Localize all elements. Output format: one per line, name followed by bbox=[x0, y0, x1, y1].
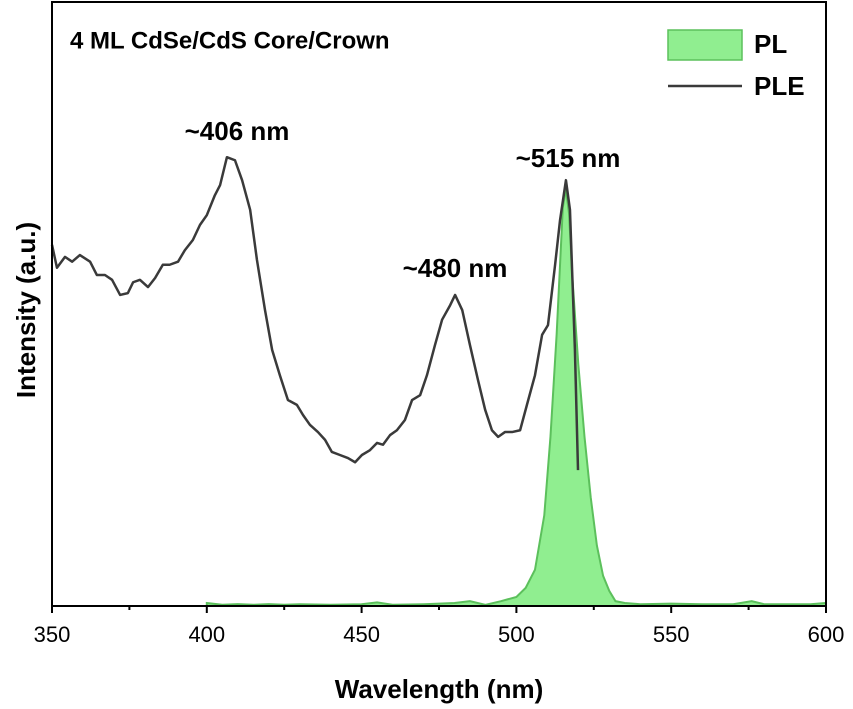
pl-area bbox=[205, 189, 827, 607]
x-tick-label: 400 bbox=[188, 622, 225, 647]
x-tick-label: 450 bbox=[343, 622, 380, 647]
plot-frame bbox=[51, 1, 827, 607]
y-axis-title: Intensity (a.u.) bbox=[11, 222, 41, 398]
x-tick-label: 550 bbox=[653, 622, 690, 647]
legend-label: PL bbox=[754, 29, 787, 59]
annotation: ~515 nm bbox=[516, 143, 621, 173]
ple-line bbox=[50, 155, 580, 471]
x-axis-title: Wavelength (nm) bbox=[335, 674, 543, 704]
annotation: ~480 nm bbox=[403, 253, 508, 283]
x-tick-label: 350 bbox=[34, 622, 71, 647]
x-tick-label: 500 bbox=[498, 622, 535, 647]
legend-swatch bbox=[667, 29, 743, 61]
x-tick-label: 600 bbox=[808, 622, 845, 647]
legend-label: PLE bbox=[754, 71, 805, 101]
annotation: ~406 nm bbox=[185, 116, 290, 146]
chart-title: 4 ML CdSe/CdS Core/Crown bbox=[70, 27, 390, 54]
